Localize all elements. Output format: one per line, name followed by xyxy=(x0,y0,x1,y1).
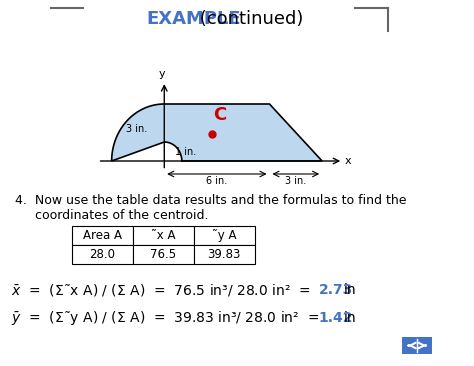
Bar xyxy=(133,226,194,245)
Text: 2.73: 2.73 xyxy=(319,283,353,297)
Text: Area A: Area A xyxy=(83,229,122,242)
Text: in: in xyxy=(343,311,356,325)
Polygon shape xyxy=(112,104,322,161)
Bar xyxy=(72,245,133,264)
Text: 3 in.: 3 in. xyxy=(285,176,306,186)
Bar xyxy=(402,337,432,354)
Text: 28.0: 28.0 xyxy=(90,248,116,261)
Bar xyxy=(72,226,133,245)
Text: ˜x A: ˜x A xyxy=(151,229,175,242)
Text: 76.5: 76.5 xyxy=(150,248,176,261)
Text: 4.  Now use the table data results and the formulas to find the
     coordinates: 4. Now use the table data results and th… xyxy=(15,194,406,222)
Text: 6 in.: 6 in. xyxy=(206,176,228,186)
Text: 1 in.: 1 in. xyxy=(175,147,196,157)
Text: C: C xyxy=(213,106,226,124)
Text: 39.83: 39.83 xyxy=(208,248,241,261)
Text: EXAMPLE: EXAMPLE xyxy=(146,10,241,28)
Text: $\bar{y}$  =  (Σ˜y A) / (Σ A)  =  39.83 in³/ 28.0 in²  =: $\bar{y}$ = (Σ˜y A) / (Σ A) = 39.83 in³/… xyxy=(11,309,321,327)
Bar xyxy=(194,245,255,264)
Text: 3 in.: 3 in. xyxy=(126,124,147,134)
Text: y: y xyxy=(159,69,166,79)
Bar xyxy=(194,226,255,245)
Text: x: x xyxy=(345,156,352,166)
Text: ˜y A: ˜y A xyxy=(212,229,237,242)
Bar xyxy=(133,245,194,264)
Text: (continued): (continued) xyxy=(194,10,303,28)
Text: 1.42: 1.42 xyxy=(319,311,353,325)
Text: in: in xyxy=(343,283,356,297)
Text: $\bar{x}$  =  (Σ˜x A) / (Σ A)  =  76.5 in³/ 28.0 in²  =: $\bar{x}$ = (Σ˜x A) / (Σ A) = 76.5 in³/ … xyxy=(11,282,312,298)
